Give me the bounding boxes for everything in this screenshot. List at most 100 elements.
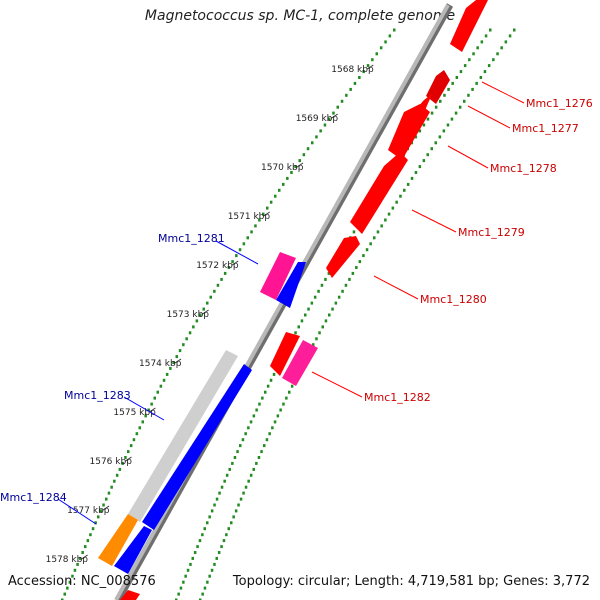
guide-dot (380, 224, 383, 228)
guide-dot (244, 432, 247, 436)
guide-dot (258, 402, 261, 406)
guide-dot (318, 331, 321, 335)
guide-dot (327, 271, 331, 275)
guide-dot (384, 218, 387, 222)
guide-dot (231, 260, 234, 264)
guide-dot (113, 479, 116, 483)
guide-dot (353, 81, 357, 85)
gene-label-mmc1-1277[interactable]: Mmc1_1277 (512, 122, 579, 135)
guide-dot (247, 426, 250, 430)
guide-dot (395, 200, 398, 204)
guide-dot (220, 277, 223, 281)
kbp-tick-mark (125, 456, 132, 462)
guide-dot (442, 129, 446, 133)
guide-dot (327, 117, 331, 121)
guide-dot (264, 390, 267, 394)
gene-label-mmc1-1280[interactable]: Mmc1_1280 (420, 293, 487, 306)
guide-dot (324, 319, 328, 323)
guide-dot (199, 313, 202, 317)
gene-label-mmc1-1281[interactable]: Mmc1_1281 (158, 232, 225, 245)
genome-summary-text: Topology: circular; Length: 4,719,581 bp… (232, 574, 590, 589)
gene-label-mmc1-1284[interactable]: Mmc1_1284 (0, 491, 67, 504)
gene-arrow[interactable] (128, 350, 238, 522)
guide-dot (135, 432, 139, 436)
guide-dot (150, 402, 153, 406)
gene-arrow[interactable] (270, 332, 300, 376)
guide-dot (298, 159, 301, 163)
gene-arrow[interactable] (388, 104, 430, 160)
gene-label-mmc1-1278[interactable]: Mmc1_1278 (490, 162, 557, 175)
guide-dot (349, 87, 352, 91)
guide-dot (220, 545, 223, 549)
guide-dot (91, 527, 95, 531)
kbp-tick-mark (102, 505, 110, 511)
guide-dot (206, 521, 209, 525)
gene-arrow[interactable] (142, 364, 252, 530)
guide-dot (504, 40, 508, 44)
guide-dot (366, 64, 370, 68)
guide-dot (319, 129, 322, 133)
guide-dot (500, 46, 503, 50)
guide-dot (208, 515, 211, 519)
guide-dot (147, 408, 150, 412)
guide-dot (110, 485, 113, 489)
gene-arrow[interactable] (282, 340, 318, 386)
guide-dot (406, 182, 410, 186)
guide-dot (175, 355, 178, 359)
guide-dot (358, 260, 362, 264)
gene-arrow[interactable] (114, 526, 152, 574)
guide-dot (388, 34, 392, 38)
gene-arrow[interactable] (260, 252, 296, 300)
guide-dot (182, 343, 185, 347)
guide-dot (255, 461, 258, 465)
guide-dot (459, 70, 463, 74)
guide-dot (210, 509, 214, 513)
gene-arrow[interactable] (276, 262, 306, 308)
guide-dot (290, 171, 293, 174)
guide-dot (286, 176, 289, 180)
guide-dot (315, 337, 318, 341)
guide-dot (418, 165, 422, 169)
guide-dot (225, 473, 229, 477)
guide-dot (193, 551, 197, 554)
gene-arrow[interactable] (350, 152, 408, 234)
gene-label-mmc1-1282[interactable]: Mmc1_1282 (364, 391, 431, 404)
guide-dot (311, 141, 314, 145)
guide-dot (107, 491, 111, 495)
guide-dot (492, 58, 495, 62)
guide-dot (153, 396, 156, 400)
guide-dot (443, 93, 446, 97)
guide-dot (215, 556, 218, 560)
guide-dot (268, 432, 271, 436)
gene-arrow[interactable] (120, 590, 140, 600)
guide-dot (351, 271, 355, 275)
kbp-tick-mark (296, 162, 304, 168)
guide-dot (399, 194, 402, 198)
guide-dot (379, 46, 383, 50)
guide-dot (328, 313, 331, 317)
guide-dot (294, 331, 297, 335)
kbp-tick-label: 1576 kbp (90, 457, 133, 467)
gene-arrow[interactable] (426, 70, 450, 104)
guide-dot (231, 461, 234, 465)
accession-text: Accession: NC_008576 (8, 574, 156, 589)
gene-arrow[interactable] (98, 514, 138, 566)
gene-arrow[interactable] (450, 0, 488, 52)
guide-dot (61, 598, 64, 600)
guide-dot (262, 212, 265, 216)
gene-arrow[interactable] (326, 236, 360, 278)
gene-label-mmc1-1276[interactable]: Mmc1_1276 (526, 97, 593, 110)
gene-label-mmc1-1279[interactable]: Mmc1_1279 (458, 226, 525, 239)
guide-dot (321, 325, 324, 329)
kbp-tick-label: 1577 kbp (67, 506, 110, 516)
guide-dot (223, 271, 227, 275)
gene-label-mmc1-1283[interactable]: Mmc1_1283 (64, 389, 131, 402)
kbp-tick-label: 1578 kbp (46, 555, 89, 565)
guide-dot (66, 586, 69, 590)
guide-dot (290, 384, 294, 388)
guide-dot (265, 438, 269, 442)
guide-dot (312, 343, 315, 347)
guide-dot (213, 503, 216, 507)
guide-dot (434, 141, 437, 145)
dotted-guide-rings (61, 28, 516, 600)
